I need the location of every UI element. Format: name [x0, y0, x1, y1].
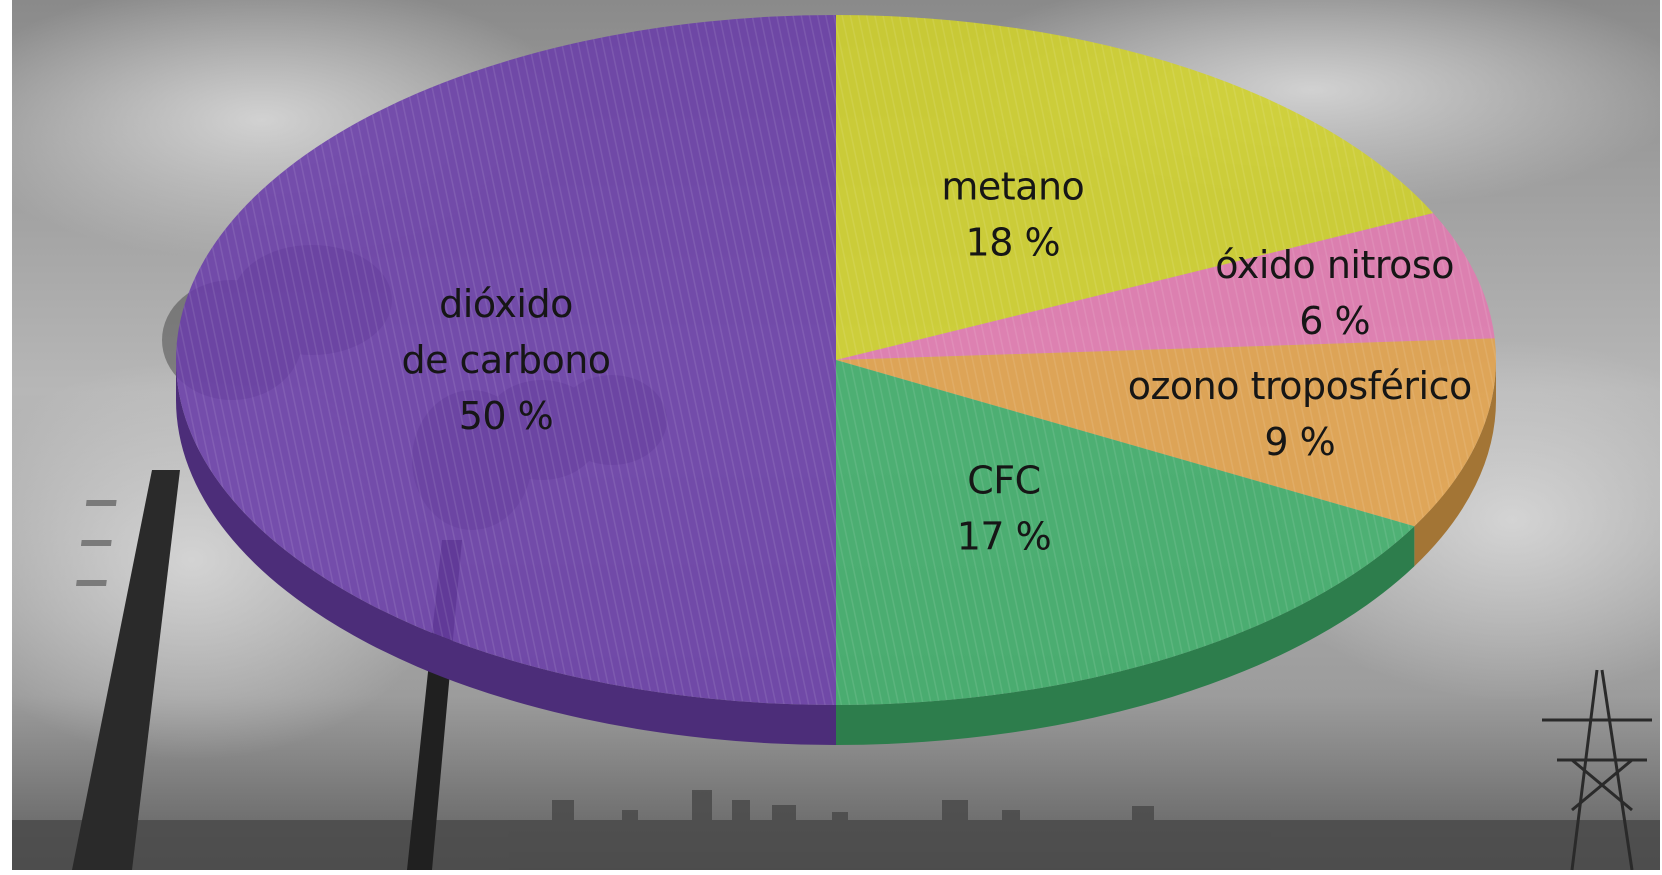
slice-label: 18 % — [966, 220, 1061, 264]
slice-label: 6 % — [1299, 299, 1370, 343]
power-tower — [1542, 669, 1652, 870]
hatch-overlay — [176, 15, 1496, 705]
slice-label: metano — [941, 164, 1084, 208]
slice-label: óxido nitroso — [1215, 243, 1454, 287]
slice-label: CFC — [967, 458, 1040, 502]
slice-label: 50 % — [459, 394, 554, 438]
chart-frame: metano 18 % óxido nitroso 6 % ozono troposfé… — [12, 0, 1660, 870]
slice-label: dióxido — [439, 282, 573, 326]
pie-slice-side — [1414, 360, 1496, 567]
slice-label: ozono troposférico — [1128, 364, 1472, 408]
pie-slice-side — [176, 360, 836, 745]
slice-label: 9 % — [1264, 420, 1335, 464]
pie-chart: metano 18 % óxido nitroso 6 % ozono troposfé… — [12, 0, 1660, 870]
pie-depth — [176, 360, 1496, 745]
slice-label: 17 % — [957, 514, 1052, 558]
slice-label: de carbono — [401, 338, 610, 382]
pie-slice-side — [836, 526, 1415, 745]
pie-labels: metano 18 % óxido nitroso 6 % ozono troposfé… — [401, 164, 1472, 558]
smokestack-left — [72, 470, 180, 870]
